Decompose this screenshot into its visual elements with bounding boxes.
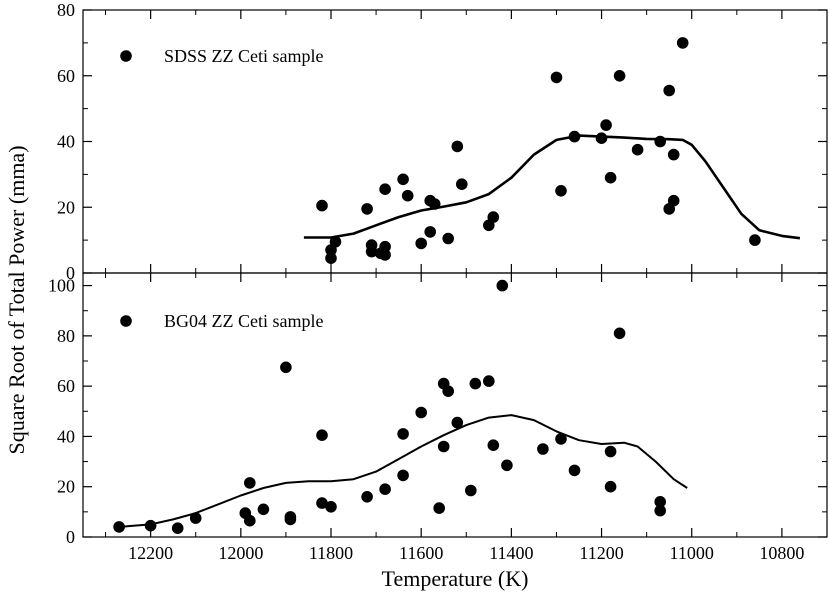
sdss-data-point [631,143,644,156]
sdss-data-point [424,226,437,238]
bg04-data-point [442,385,455,398]
bg04-data-point [189,512,202,524]
sdss-data-point [654,135,666,148]
sdss-y-tick-label: 0 [66,263,75,283]
bg04-data-point [244,477,256,489]
bg04-data-point [465,484,477,497]
bg04-y-tick-label: 20 [57,477,75,497]
bg04-data-point [487,439,500,452]
sdss-smoothed-curve [303,134,801,240]
bg04-data-point [469,377,482,390]
bg04-x-tick-label: 11600 [399,543,443,563]
sdss-data-point [451,140,464,153]
bg04-data-point [361,491,373,503]
bg04-data-point [496,279,509,292]
sdss-data-point [600,119,612,131]
bg04-x-tick-label: 11000 [670,543,714,563]
bg04-data-point [113,521,125,533]
bg04-legend-marker [120,315,132,327]
bg04-x-tick-label: 10800 [759,543,804,563]
sdss-data-point [667,194,680,207]
sdss-data-point [595,132,608,144]
sdss-data-point [397,173,409,186]
sdss-data-point [316,199,328,212]
sdss-data-point [550,71,563,84]
sdss-data-point [415,237,428,250]
bg04-x-tick-label: 11800 [309,543,353,563]
bg04-data-point [568,464,581,477]
bg04-smoothed-curve [119,414,688,528]
bg04-legend-label: BG04 ZZ Ceti sample [164,311,323,331]
bg04-x-tick-label: 11200 [579,543,623,563]
bg04-frame [82,272,828,538]
bg04-x-tick-label: 12000 [218,543,263,563]
bg04-y-tick-label: 80 [57,326,75,346]
sdss-data-point [667,148,680,161]
bg04-data-point [613,327,626,340]
bg04-data-point [280,361,292,374]
bg04-data-point [244,514,256,527]
bg04-y-tick-label: 60 [57,376,75,396]
bg04-y-tick-label: 100 [48,276,75,296]
bg04-data-point [604,480,617,493]
bg04-x-tick-label: 12200 [128,543,173,563]
bg04-x-tick-label: 11400 [489,543,533,563]
sdss-y-tick-label: 40 [57,132,75,152]
sdss-legend-label: SDSS ZZ Ceti sample [164,46,324,66]
bg04-data-point [604,445,617,458]
sdss-y-tick-label: 60 [57,66,75,86]
bg04-data-point [415,406,428,419]
sdss-data-point [487,211,500,223]
sdss-panel: 0 20 40 60 80 SDSS ZZ Ceti sample [57,0,828,283]
y-axis-label: Square Root of Total Power (mma) [4,145,29,454]
sdss-data-point [749,234,761,246]
bg04-data-point [451,416,464,429]
sdss-data-point [555,185,567,197]
sdss-data-point [663,84,675,97]
bg04-data-point [537,443,549,455]
bg04-data-point [284,513,297,526]
x-axis-label: Temperature (K) [382,566,529,591]
sdss-data-point [379,240,391,253]
sdss-y-tick-label: 20 [57,197,75,217]
sdss-data-point [329,236,342,248]
bg04-data-point [555,433,567,445]
sdss-data-point [568,130,581,143]
sdss-data-point [604,171,617,184]
bg04-data-point [316,497,328,509]
sdss-data-point [361,203,373,215]
sdss-data-point [365,245,378,258]
bg04-data-point [397,428,409,440]
sdss-data-point [325,252,337,264]
sdss-data-point [379,249,391,261]
sdss-legend-marker [120,50,132,62]
bg04-data-point [501,459,513,472]
bg04-data-point [483,375,495,387]
bg04-data-point [397,469,409,482]
bg04-data-point [325,501,337,513]
bg04-y-tick-label: 0 [66,527,75,547]
sdss-data-point [428,198,441,210]
bg04-data-point [654,496,666,508]
sdss-data-point [401,189,414,202]
bg04-data-point [171,522,184,534]
bg04-data-point [654,504,666,517]
bg04-data-point [433,502,446,514]
bg04-data-point [437,440,450,453]
sdss-data-point [613,70,626,82]
sdss-y-tick-label: 80 [57,0,75,20]
sdss-data-point [456,178,468,190]
bg04-data-point [144,519,157,532]
sdss-data-point [379,183,391,195]
bg04-data-point [316,429,328,442]
bg04-data-point [257,503,270,516]
sdss-data-point [676,37,689,49]
sdss-data-point [442,232,455,245]
bg04-data-point [379,483,391,496]
bg04-y-tick-label: 40 [57,426,75,446]
bg04-panel: 0 20 40 60 80 100 12200 12000 11800 11600 11400 112… [48,272,828,563]
